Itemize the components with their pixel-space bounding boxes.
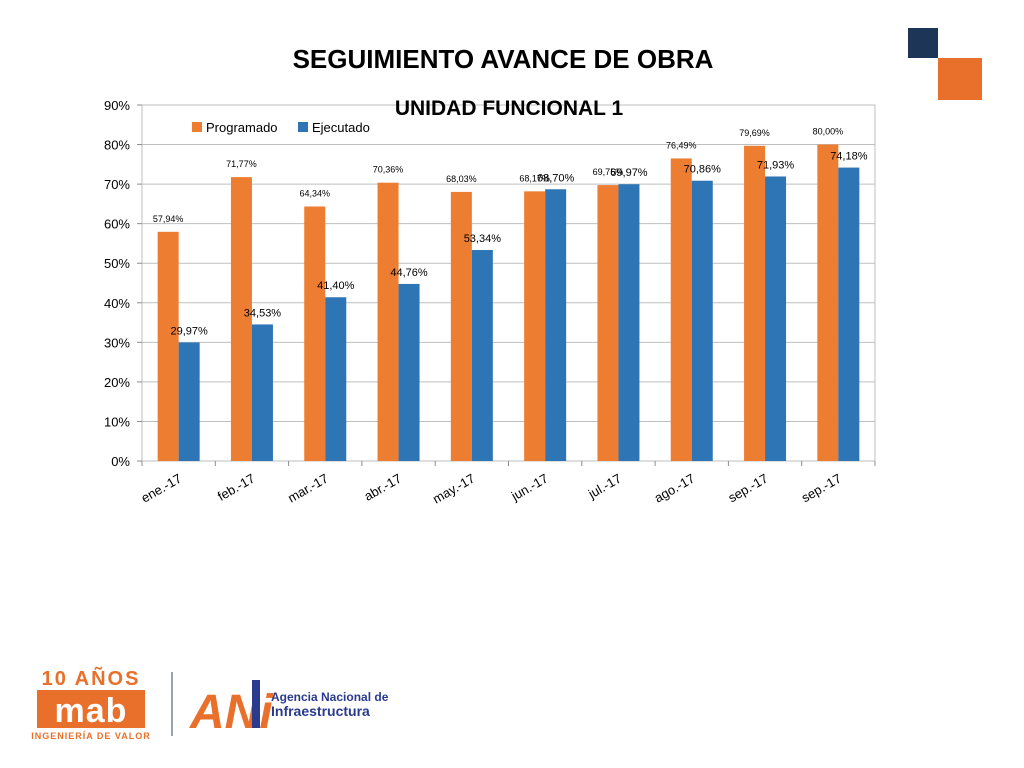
x-axis: ene.-17 feb.-17 mar.-17 abr.-17 may.-17 jun.-… (138, 461, 876, 507)
bar-ejecutado (618, 184, 640, 461)
dark-blue-square (908, 28, 938, 58)
x-tick-label: may.-17 (430, 471, 477, 507)
x-tick-label: sep.-17 (799, 471, 844, 506)
x-tick-label: ene.-17 (138, 471, 184, 506)
data-label-ejecutado: 71,93% (757, 159, 795, 171)
y-tick-label: 80% (104, 138, 130, 153)
data-label-ejecutado: 44,76% (390, 267, 428, 279)
legend-label: Ejecutado (312, 120, 370, 135)
y-tick-label: 90% (104, 98, 130, 113)
bar-ejecutado (691, 180, 713, 461)
data-label-programado: 68,03% (446, 174, 477, 184)
y-tick-label: 70% (104, 177, 130, 192)
mab-tagline: INGENIERÍA DE VALOR (31, 731, 151, 741)
x-tick-label: jul.-17 (585, 471, 624, 502)
data-label-ejecutado: 41,40% (317, 280, 355, 292)
data-label-programado: 68,17% (519, 173, 550, 183)
data-label-programado: 57,94% (153, 214, 184, 224)
x-tick-label: abr.-17 (361, 471, 404, 504)
bar-programado (157, 231, 179, 461)
data-label-ejecutado: 53,34% (464, 233, 502, 245)
data-label-ejecutado: 70,86% (684, 164, 722, 176)
ani-logo: ANi Agencia Nacional de Infraestructura (189, 680, 389, 739)
mab-logo-block (37, 690, 145, 728)
ani-name-line1: Agencia Nacional de (271, 690, 389, 704)
orange-square (938, 58, 982, 100)
data-label-programado: 80,00% (813, 127, 844, 137)
x-tick-label: ago.-17 (652, 471, 698, 506)
legend: Programado Ejecutado (192, 120, 370, 135)
bar-chart: 0% 10% 20% 30% 40% 50% 60% 70% 80% 90% 57,94% 71,7… (104, 97, 876, 507)
bar-ejecutado (251, 324, 273, 461)
bar-ejecutado (471, 250, 493, 461)
mab-logo: 10 AÑOS mab INGENIERÍA DE VALOR (31, 667, 151, 741)
bar-programado (670, 158, 692, 461)
data-label-ejecutado: 74,18% (830, 151, 868, 163)
data-label-programado: 69,75% (593, 167, 624, 177)
x-tick-label: mar.-17 (285, 471, 331, 506)
x-tick-label: sep.-17 (725, 471, 770, 506)
data-label-programado: 79,69% (739, 128, 770, 138)
y-tick-label: 30% (104, 335, 130, 350)
bar-ejecutado (178, 342, 200, 461)
slide-title: SEGUIMIENTO AVANCE DE OBRA (292, 44, 714, 74)
data-label-programado: 76,49% (666, 140, 697, 150)
ani-name-line2: Infraestructura (271, 703, 370, 719)
ani-logo-text: ANi (189, 686, 274, 739)
mab-anniversary-text: 10 AÑOS (42, 667, 141, 690)
y-tick-label: 10% (104, 414, 130, 429)
legend-swatch (192, 122, 202, 132)
bars (157, 144, 860, 462)
legend-label: Programado (206, 120, 278, 135)
y-tick-label: 50% (104, 256, 130, 271)
bar-programado (744, 145, 766, 461)
x-tick-label: jun.-17 (508, 471, 551, 504)
data-label-programado: 71,77% (226, 159, 257, 169)
data-labels: 57,94% 71,77% 64,34% 70,36% 68,03% 68,17% 69,7… (153, 127, 868, 338)
legend-swatch (298, 122, 308, 132)
bar-ejecutado (545, 189, 567, 461)
chart-title: UNIDAD FUNCIONAL 1 (395, 97, 624, 120)
bar-ejecutado (838, 167, 860, 461)
data-label-ejecutado: 34,53% (244, 307, 282, 319)
bar-programado (377, 182, 399, 461)
ani-logo-bar (252, 680, 260, 728)
bar-programado (304, 206, 326, 461)
y-tick-label: 40% (104, 296, 130, 311)
data-label-programado: 70,36% (373, 165, 404, 175)
y-tick-label: 0% (111, 454, 130, 469)
y-tick-label: 60% (104, 217, 130, 232)
data-label-ejecutado: 69,97% (610, 167, 648, 179)
bar-programado (524, 191, 546, 461)
data-label-ejecutado: 68,70% (537, 172, 575, 184)
bar-programado (230, 177, 252, 461)
bar-programado (450, 191, 472, 461)
bar-programado (597, 185, 619, 461)
y-axis: 0% 10% 20% 30% 40% 50% 60% 70% 80% 90% (104, 98, 142, 469)
data-label-ejecutado: 29,97% (170, 325, 208, 337)
corner-decoration (908, 28, 982, 100)
bar-programado (817, 144, 839, 462)
x-tick-label: feb.-17 (215, 471, 258, 504)
bar-ejecutado (325, 297, 347, 461)
data-label-programado: 64,34% (299, 188, 330, 198)
bar-ejecutado (765, 176, 787, 462)
bar-ejecutado (398, 283, 420, 461)
mab-logo-text: mab (55, 692, 128, 730)
y-tick-label: 20% (104, 375, 130, 390)
